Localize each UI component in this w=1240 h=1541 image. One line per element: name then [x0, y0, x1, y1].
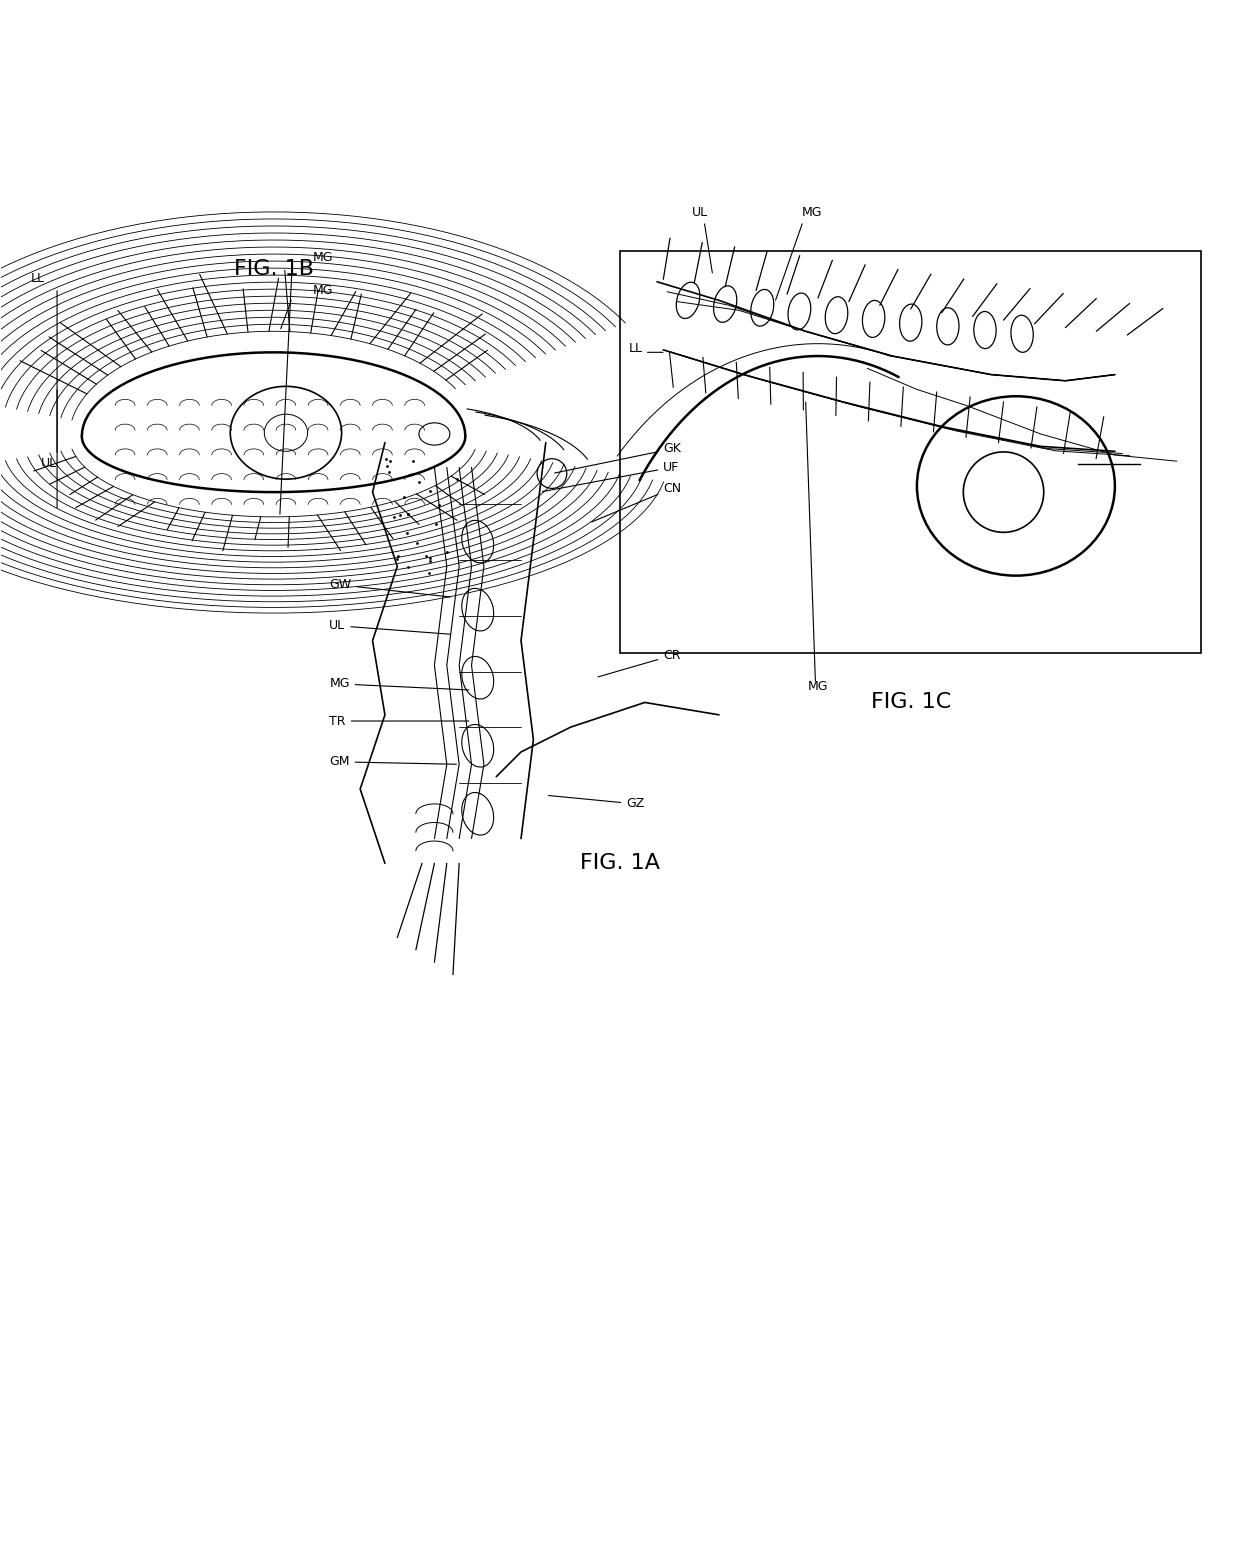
Text: MG: MG [801, 206, 822, 219]
Text: GK: GK [554, 442, 681, 473]
Text: UF: UF [542, 461, 680, 492]
Text: UL: UL [41, 458, 57, 470]
Text: LL: LL [31, 271, 45, 285]
Text: CR: CR [598, 649, 681, 676]
Text: MG: MG [330, 678, 469, 690]
Text: LL: LL [629, 342, 642, 356]
Text: MG: MG [312, 284, 334, 297]
Text: GW: GW [330, 578, 450, 596]
Text: TR: TR [330, 715, 469, 727]
Text: UL: UL [692, 206, 708, 219]
Text: UL: UL [330, 619, 450, 635]
Text: CN: CN [591, 482, 682, 522]
Text: GZ: GZ [548, 795, 645, 811]
Text: FIG. 1A: FIG. 1A [580, 854, 660, 874]
Text: FIG. 1B: FIG. 1B [233, 259, 314, 279]
Text: FIG. 1C: FIG. 1C [870, 692, 951, 712]
Text: MG: MG [312, 251, 334, 264]
Bar [620, 251, 1202, 653]
Text: GM: GM [330, 755, 456, 769]
Text: MG: MG [807, 680, 828, 693]
